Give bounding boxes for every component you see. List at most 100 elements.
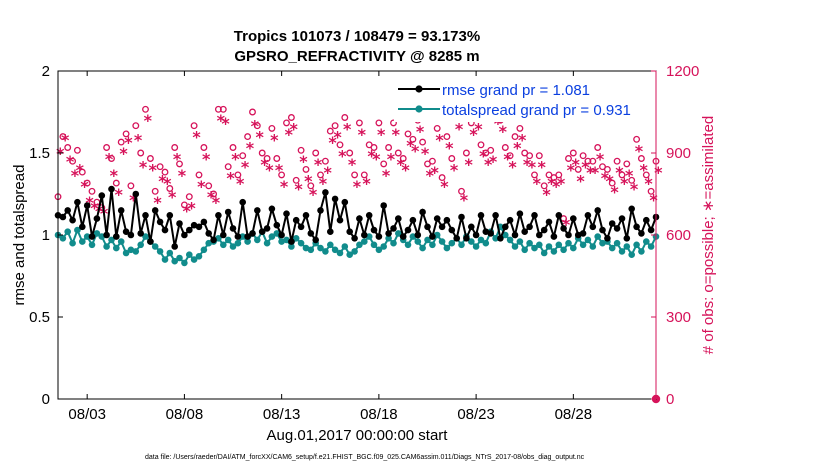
possible-obs-point <box>331 122 339 130</box>
assimilated-obs-point: * <box>110 166 119 185</box>
totalspread-point <box>375 246 383 254</box>
assimilated-obs-point: * <box>241 158 250 177</box>
rmse-point <box>521 228 528 235</box>
rmse-point <box>589 223 597 231</box>
rmse-point <box>113 233 120 240</box>
assimilated-obs-point: * <box>523 155 532 174</box>
possible-obs-point <box>351 171 359 179</box>
possible-obs-point <box>229 144 237 151</box>
assimilated-obs-point: * <box>309 185 318 204</box>
totalspread-point <box>443 244 451 252</box>
possible-obs-point <box>647 187 655 195</box>
assimilated-obs-point: * <box>581 158 590 177</box>
x-axis-label: Aug.01,2017 00:00:00 start <box>267 427 449 444</box>
totalspread-point <box>448 239 456 247</box>
rmse-point <box>608 220 616 227</box>
possible-obs-point <box>234 171 242 179</box>
totalspread-point <box>618 248 626 255</box>
assimilated-obs-point: * <box>290 119 299 138</box>
assimilated-obs-point: * <box>630 180 639 199</box>
possible-obs-point <box>268 124 276 132</box>
possible-obs-point <box>555 171 563 179</box>
possible-obs-point <box>341 114 349 121</box>
rmse-point <box>385 230 392 237</box>
assimilated-obs-point: * <box>513 139 522 158</box>
assimilated-obs-point: * <box>80 177 89 196</box>
rmse-point <box>244 233 251 240</box>
assimilated-obs-point: * <box>76 160 85 179</box>
rmse-point <box>424 223 431 231</box>
assimilated-obs-point: * <box>542 185 551 204</box>
assimilated-obs-point: * <box>221 114 230 133</box>
assimilated-obs-point: * <box>236 174 245 193</box>
rmse-point <box>570 215 577 222</box>
totalspread-point <box>234 239 242 247</box>
assimilated-obs-point: * <box>460 191 469 210</box>
assimilated-obs-point: * <box>353 177 362 196</box>
assimilated-obs-point: * <box>285 125 294 144</box>
totalspread-point <box>560 246 567 254</box>
totalspread-point <box>220 241 227 249</box>
rmse-point <box>472 231 480 239</box>
possible-obs-point <box>287 114 295 121</box>
assimilated-obs-point: * <box>226 169 235 188</box>
totalspread-point <box>151 243 159 250</box>
possible-obs-point <box>506 152 514 160</box>
assimilated-obs-point: * <box>620 174 629 193</box>
totalspread-point <box>156 248 164 255</box>
totalspread-point <box>565 239 572 247</box>
rmse-point <box>263 225 271 232</box>
totalspread-point <box>370 241 378 249</box>
assimilated-obs-point: * <box>503 150 512 169</box>
rmse-point <box>322 189 329 196</box>
totalspread-point <box>584 236 592 244</box>
rmse-point <box>292 216 300 224</box>
rmse-point <box>395 215 402 222</box>
possible-obs-point <box>613 157 621 165</box>
totalspread-point <box>103 243 110 250</box>
rmse-point <box>468 223 475 231</box>
assimilated-obs-point: * <box>557 174 566 193</box>
possible-obs-point <box>103 144 111 151</box>
assimilated-obs-point: * <box>499 122 508 141</box>
assimilated-obs-point: * <box>280 177 289 196</box>
rmse-point <box>618 215 626 222</box>
assimilated-obs-point: * <box>397 155 406 174</box>
totalspread-point <box>166 249 174 257</box>
x-tick-label: 08/03 <box>68 406 106 423</box>
rmse-point <box>186 226 193 234</box>
assimilated-obs-point: * <box>246 139 255 158</box>
rmse-point <box>239 198 246 206</box>
y-right-tick-label: 900 <box>666 145 691 162</box>
rmse-point <box>613 225 621 232</box>
totalspread-point <box>190 256 198 263</box>
totalspread-point <box>608 244 616 252</box>
totalspread-point <box>395 230 402 237</box>
possible-obs-point <box>608 179 616 187</box>
totalspread-point <box>589 243 597 250</box>
rmse-point <box>108 185 115 193</box>
totalspread-point <box>429 241 436 249</box>
possible-obs-point <box>263 155 271 162</box>
totalspread-point <box>244 238 251 245</box>
assimilated-obs-point: * <box>348 155 357 174</box>
totalspread-point <box>351 248 358 255</box>
assimilated-obs-point: * <box>324 163 333 182</box>
totalspread-point <box>88 241 96 249</box>
assimilated-obs-point: * <box>508 158 517 177</box>
possible-obs-point <box>122 130 130 138</box>
lines-layer <box>54 185 660 267</box>
rmse-point <box>210 236 217 244</box>
possible-obs-point <box>112 179 120 187</box>
assimilated-obs-point: * <box>202 150 211 169</box>
assimilated-obs-point: * <box>479 147 488 166</box>
possible-obs-point <box>355 119 363 127</box>
possible-obs-point <box>375 119 383 127</box>
possible-obs-point <box>623 160 631 168</box>
totalspread-point <box>424 236 431 244</box>
possible-obs-point <box>292 176 300 184</box>
totalspread-point <box>536 241 543 249</box>
rmse-point <box>487 230 495 237</box>
rmse-point <box>297 223 305 231</box>
possible-obs-point <box>69 157 77 165</box>
